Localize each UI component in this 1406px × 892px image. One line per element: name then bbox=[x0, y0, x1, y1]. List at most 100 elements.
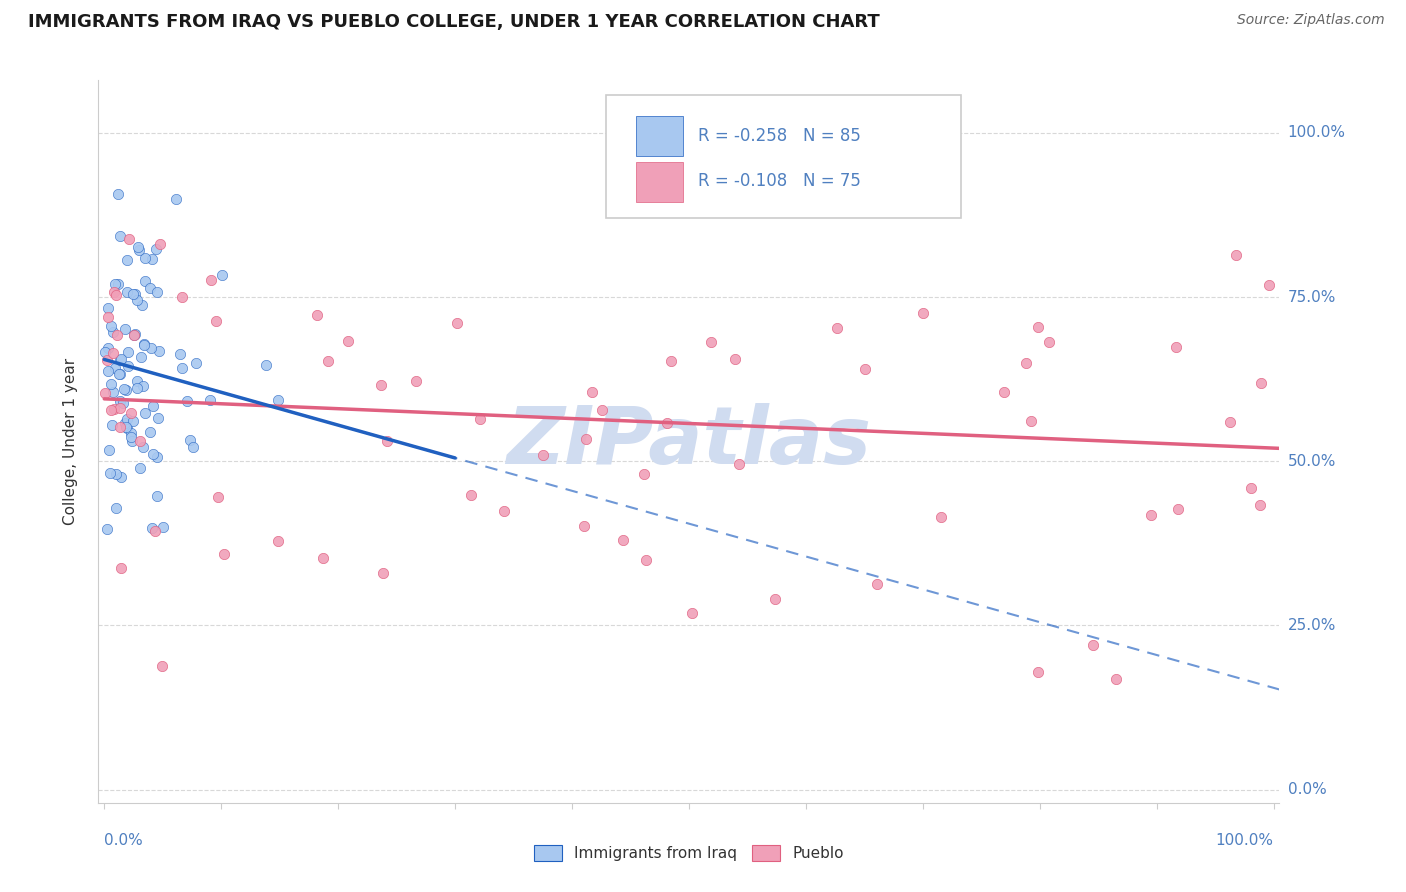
Point bbox=[120, 406, 142, 420]
Point bbox=[107, 187, 129, 202]
Point bbox=[165, 192, 187, 206]
Point bbox=[97, 364, 120, 378]
Point bbox=[145, 242, 167, 256]
Point bbox=[122, 327, 145, 342]
Point bbox=[1250, 376, 1272, 390]
Text: R = -0.108   N = 75: R = -0.108 N = 75 bbox=[699, 172, 862, 190]
Point bbox=[581, 384, 603, 399]
Point bbox=[105, 467, 128, 481]
Point bbox=[853, 362, 876, 376]
Point bbox=[105, 328, 128, 343]
Point bbox=[134, 274, 156, 288]
Point bbox=[114, 322, 136, 336]
Point bbox=[316, 354, 339, 368]
Point bbox=[97, 301, 120, 315]
Point bbox=[103, 285, 125, 299]
Point bbox=[170, 360, 193, 375]
Point bbox=[1167, 502, 1189, 516]
Point bbox=[120, 430, 142, 444]
Point bbox=[115, 285, 138, 300]
Point bbox=[117, 411, 139, 425]
Point bbox=[110, 401, 132, 416]
Point bbox=[200, 273, 222, 287]
Legend: Immigrants from Iraq, Pueblo: Immigrants from Iraq, Pueblo bbox=[529, 839, 849, 867]
Point bbox=[405, 374, 427, 388]
Point bbox=[145, 450, 167, 464]
Point bbox=[94, 345, 117, 359]
Point bbox=[724, 352, 747, 367]
Point bbox=[633, 467, 655, 482]
Point bbox=[108, 368, 131, 382]
Point bbox=[128, 434, 150, 448]
Point bbox=[115, 420, 138, 434]
Point bbox=[115, 421, 138, 435]
Point bbox=[101, 346, 124, 360]
Point bbox=[139, 341, 162, 355]
Point bbox=[700, 335, 723, 350]
Point bbox=[146, 285, 169, 299]
Y-axis label: College, Under 1 year: College, Under 1 year bbox=[63, 358, 77, 525]
Point bbox=[591, 403, 613, 417]
Point bbox=[858, 147, 880, 161]
Point bbox=[128, 243, 150, 257]
Point bbox=[101, 385, 124, 400]
Point bbox=[681, 606, 703, 620]
Point bbox=[110, 393, 132, 408]
Text: 100.0%: 100.0% bbox=[1216, 833, 1274, 848]
Point bbox=[866, 577, 889, 591]
Point bbox=[98, 466, 121, 480]
Point bbox=[659, 353, 682, 368]
Point bbox=[254, 358, 277, 372]
Point bbox=[97, 341, 120, 355]
Point bbox=[143, 524, 166, 538]
Text: 100.0%: 100.0% bbox=[1288, 126, 1346, 140]
Point bbox=[117, 345, 139, 359]
Point bbox=[1166, 341, 1188, 355]
Point bbox=[134, 251, 156, 265]
Point bbox=[468, 412, 491, 426]
Point bbox=[104, 360, 127, 375]
Point bbox=[101, 326, 124, 340]
Point bbox=[124, 326, 146, 341]
Point bbox=[134, 338, 156, 352]
Point bbox=[150, 659, 173, 673]
Point bbox=[115, 253, 138, 268]
Point bbox=[117, 359, 139, 373]
FancyBboxPatch shape bbox=[606, 95, 960, 218]
Point bbox=[97, 310, 120, 325]
Point bbox=[94, 386, 117, 401]
Point bbox=[929, 510, 952, 524]
Point bbox=[122, 327, 145, 342]
Point bbox=[181, 441, 204, 455]
Point bbox=[142, 400, 165, 414]
Point bbox=[108, 419, 131, 434]
Point bbox=[127, 381, 149, 395]
Point bbox=[120, 425, 142, 440]
Point bbox=[214, 547, 236, 561]
Point bbox=[152, 519, 174, 533]
Point bbox=[1019, 414, 1042, 428]
Point bbox=[312, 550, 335, 565]
Point bbox=[110, 469, 132, 483]
Point bbox=[125, 293, 148, 308]
Point bbox=[1038, 334, 1060, 349]
Text: IMMIGRANTS FROM IRAQ VS PUEBLO COLLEGE, UNDER 1 YEAR CORRELATION CHART: IMMIGRANTS FROM IRAQ VS PUEBLO COLLEGE, … bbox=[28, 13, 880, 31]
Text: 25.0%: 25.0% bbox=[1288, 618, 1336, 633]
Point bbox=[100, 376, 122, 391]
Point bbox=[169, 347, 191, 361]
Point bbox=[114, 416, 136, 430]
Point bbox=[100, 318, 122, 333]
Text: 0.0%: 0.0% bbox=[1288, 782, 1326, 797]
Point bbox=[200, 393, 222, 408]
Point bbox=[146, 489, 169, 503]
Point bbox=[96, 353, 118, 368]
Point bbox=[101, 417, 124, 432]
Point bbox=[1028, 665, 1050, 680]
Point bbox=[122, 286, 145, 301]
Point bbox=[267, 533, 290, 548]
Point bbox=[1105, 672, 1128, 686]
Point bbox=[1258, 278, 1281, 293]
Point bbox=[172, 290, 194, 304]
Point bbox=[460, 488, 482, 502]
Point bbox=[98, 442, 121, 457]
